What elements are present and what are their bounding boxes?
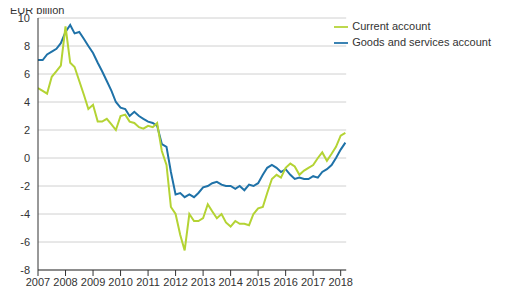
svg-text:2009: 2009 — [81, 276, 105, 288]
svg-text:2010: 2010 — [108, 276, 132, 288]
svg-text:2007: 2007 — [26, 276, 50, 288]
svg-text:4: 4 — [24, 96, 30, 108]
svg-text:-4: -4 — [20, 208, 30, 220]
svg-text:0: 0 — [24, 152, 30, 164]
svg-text:2011: 2011 — [136, 276, 160, 288]
svg-text:-2: -2 — [20, 180, 30, 192]
svg-text:2017: 2017 — [301, 276, 325, 288]
svg-text:-8: -8 — [20, 264, 30, 276]
svg-text:2016: 2016 — [273, 276, 297, 288]
svg-text:2: 2 — [24, 124, 30, 136]
svg-text:2012: 2012 — [163, 276, 187, 288]
svg-text:-6: -6 — [20, 236, 30, 248]
svg-text:10: 10 — [18, 12, 30, 24]
svg-text:2014: 2014 — [218, 276, 242, 288]
svg-text:2008: 2008 — [53, 276, 77, 288]
svg-text:2013: 2013 — [191, 276, 215, 288]
svg-text:2018: 2018 — [328, 276, 352, 288]
svg-text:2015: 2015 — [246, 276, 270, 288]
svg-text:6: 6 — [24, 68, 30, 80]
svg-text:8: 8 — [24, 40, 30, 52]
